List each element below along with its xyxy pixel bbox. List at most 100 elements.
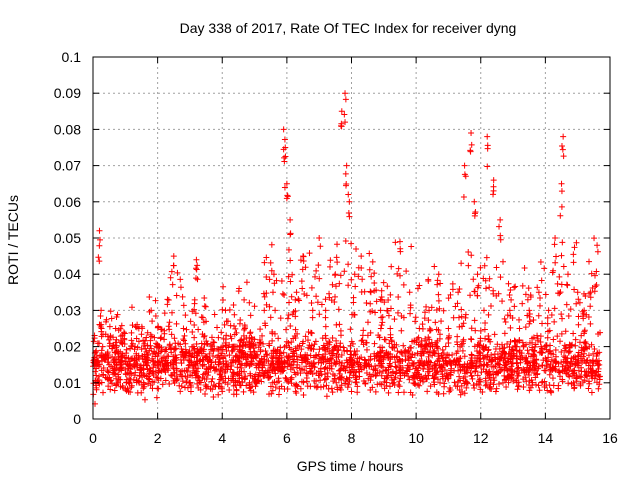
data-point (165, 296, 172, 303)
data-point (146, 294, 153, 301)
data-point (161, 330, 168, 337)
data-point (177, 368, 184, 375)
data-point (270, 347, 277, 354)
data-point (383, 372, 390, 379)
data-point (477, 264, 484, 271)
data-point (222, 342, 229, 349)
data-point (216, 355, 223, 362)
data-point (581, 339, 588, 346)
data-point (261, 293, 268, 300)
data-point (342, 119, 349, 126)
data-point (232, 343, 239, 350)
data-point (331, 344, 338, 351)
data-point (537, 294, 544, 301)
data-point (293, 289, 300, 296)
data-point (301, 355, 308, 362)
data-point (583, 360, 590, 367)
data-point (170, 253, 177, 260)
data-point (119, 340, 126, 347)
data-point (294, 361, 301, 368)
data-point (539, 349, 546, 356)
data-point (115, 356, 122, 363)
data-point (469, 375, 476, 382)
data-point (315, 262, 322, 269)
data-point (343, 162, 350, 169)
data-point (556, 290, 563, 297)
data-point (523, 378, 530, 385)
data-point (191, 334, 198, 341)
data-point (346, 369, 353, 376)
data-point (493, 264, 500, 271)
data-point (304, 337, 311, 344)
data-point (552, 359, 559, 366)
data-point (385, 312, 392, 319)
data-point (423, 376, 430, 383)
data-point (90, 338, 97, 345)
data-point (494, 351, 501, 358)
data-point (152, 353, 159, 360)
data-point (522, 291, 529, 298)
data-point (96, 258, 103, 265)
data-point (324, 369, 331, 376)
data-point (473, 348, 480, 355)
data-point (536, 302, 543, 309)
data-point (497, 354, 504, 361)
data-point (314, 299, 321, 306)
data-point (554, 280, 561, 287)
data-point (160, 362, 167, 369)
data-point (252, 341, 259, 348)
data-point (121, 330, 128, 337)
data-point (317, 368, 324, 375)
data-point (369, 384, 376, 391)
data-point (100, 372, 107, 379)
data-point (477, 337, 484, 344)
data-point (420, 350, 427, 357)
data-point (378, 287, 385, 294)
data-point (446, 332, 453, 339)
data-point (126, 358, 133, 365)
data-point (155, 363, 162, 370)
data-point (185, 349, 192, 356)
data-point (459, 388, 466, 395)
data-point (234, 371, 241, 378)
data-point (99, 352, 106, 359)
data-point (502, 319, 509, 326)
data-point (321, 344, 328, 351)
data-point (182, 340, 189, 347)
data-point (182, 346, 189, 353)
data-point (167, 372, 174, 379)
data-point (241, 326, 248, 333)
data-point (418, 352, 425, 359)
data-point (549, 364, 556, 371)
data-point (240, 332, 247, 339)
data-point (474, 354, 481, 361)
data-point (189, 329, 196, 336)
data-point (284, 315, 291, 322)
data-point (326, 339, 333, 346)
y-tick-label: 0.1 (62, 49, 82, 65)
data-point (482, 277, 489, 284)
data-point (513, 360, 520, 367)
data-point (203, 383, 210, 390)
data-point (400, 389, 407, 396)
data-point (468, 355, 475, 362)
data-point (486, 275, 493, 282)
data-point (232, 353, 239, 360)
data-point (476, 349, 483, 356)
data-point (405, 373, 412, 380)
data-point (336, 359, 343, 366)
data-point (338, 376, 345, 383)
data-point (130, 362, 137, 369)
data-point (350, 360, 357, 367)
data-point (242, 355, 249, 362)
y-tick-label: 0.01 (54, 375, 81, 391)
data-point (103, 316, 110, 323)
data-point (358, 288, 365, 295)
data-point (285, 246, 292, 253)
data-point (416, 325, 423, 332)
data-point (415, 334, 422, 341)
data-point (429, 352, 436, 359)
data-point (351, 366, 358, 373)
data-point (454, 300, 461, 307)
data-point (395, 389, 402, 396)
